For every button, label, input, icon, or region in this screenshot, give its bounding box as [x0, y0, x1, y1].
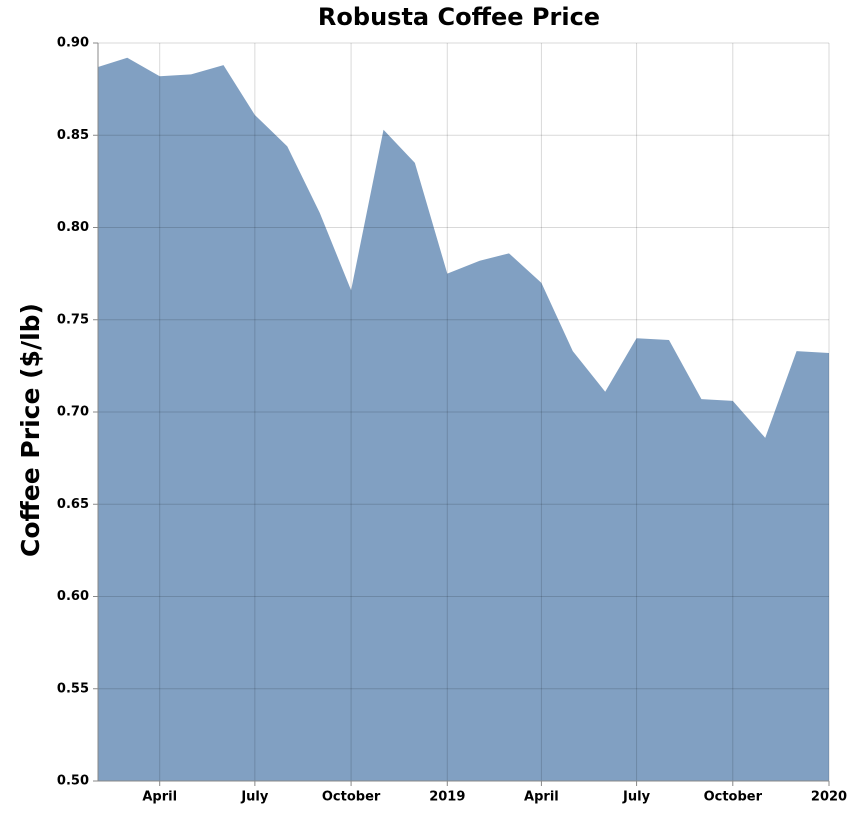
y-tick-label: 0.65	[57, 497, 89, 512]
x-tick-label: October	[322, 790, 381, 805]
area	[98, 57, 829, 781]
x-tick-label: 2019	[429, 790, 465, 805]
y-tick-label: 0.55	[57, 681, 89, 696]
y-tick-label: 0.80	[57, 220, 89, 235]
x-tick-label: July	[240, 790, 269, 805]
y-tick-label: 0.85	[57, 128, 89, 143]
chart-title: Robusta Coffee Price	[318, 3, 600, 31]
y-tick-label: 0.70	[57, 405, 89, 420]
x-tick-label: October	[704, 790, 763, 805]
x-tick-label: July	[622, 790, 651, 805]
x-tick-label: 2020	[811, 790, 847, 805]
x-tick-label: April	[142, 790, 177, 805]
y-tick-label: 0.90	[57, 36, 89, 51]
x-tick-label: April	[524, 790, 559, 805]
y-tick-label: 0.75	[57, 312, 89, 327]
y-axis-label: Coffee Price ($/lb)	[16, 303, 45, 557]
y-tick-label: 0.50	[57, 774, 89, 789]
y-tick-label: 0.60	[57, 589, 89, 604]
